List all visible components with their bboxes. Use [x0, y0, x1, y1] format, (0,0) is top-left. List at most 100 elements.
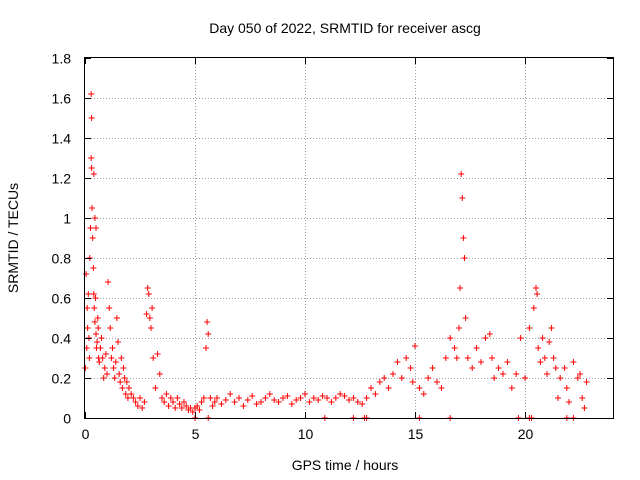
y-tick-label: 1.4 — [52, 131, 72, 147]
data-point — [120, 365, 127, 371]
data-point — [461, 255, 468, 261]
data-point — [561, 365, 568, 371]
data-point — [172, 405, 179, 411]
data-point — [94, 339, 101, 345]
data-point — [102, 351, 109, 357]
data-point — [137, 395, 143, 401]
data-point — [205, 331, 212, 337]
data-point — [350, 395, 357, 401]
data-point — [82, 365, 89, 371]
plot-frame — [84, 57, 614, 419]
data-point — [84, 305, 91, 311]
data-point — [141, 399, 148, 405]
data-point — [90, 291, 97, 297]
data-point — [88, 91, 95, 97]
data-point — [513, 371, 520, 377]
data-point — [104, 371, 110, 377]
data-point — [288, 401, 295, 407]
data-point — [174, 395, 181, 401]
data-point — [541, 355, 548, 361]
data-point — [258, 399, 264, 405]
data-point — [315, 397, 322, 403]
data-point — [93, 225, 99, 231]
data-point — [106, 305, 113, 311]
data-point — [534, 291, 541, 297]
y-tick-label: 0 — [63, 411, 71, 427]
data-point — [324, 395, 330, 401]
data-point — [209, 403, 216, 409]
data-point — [115, 339, 121, 345]
data-point — [526, 325, 533, 331]
y-tick-label: 1.8 — [52, 51, 72, 67]
data-point — [425, 375, 432, 381]
data-point — [159, 395, 165, 401]
data-point — [280, 395, 286, 401]
data-point — [438, 385, 445, 391]
data-point — [163, 391, 170, 397]
data-point — [117, 379, 124, 385]
data-point — [577, 371, 583, 377]
data-point — [152, 385, 159, 391]
data-point — [165, 403, 172, 409]
axis-ticks: 0 0.2 0.4 0.6 0.8 1 1.2 1.4 1.6 1.8 0 5 10 15 20 — [52, 51, 613, 442]
data-point — [144, 285, 151, 291]
y-tick-label: 0.4 — [52, 331, 72, 347]
data-point — [105, 279, 112, 285]
data-point — [244, 397, 251, 403]
data-point — [150, 355, 157, 361]
data-point — [407, 365, 414, 371]
data-point — [464, 355, 471, 361]
data-point — [306, 399, 313, 405]
chart-title: Day 050 of 2022, SRMTID for receiver asc… — [209, 20, 481, 36]
data-point — [170, 399, 176, 405]
data-points — [82, 91, 590, 421]
y-tick-label: 1 — [63, 211, 71, 227]
data-point — [359, 401, 366, 407]
data-point — [86, 355, 93, 361]
data-point — [222, 397, 229, 403]
data-point — [95, 325, 102, 331]
data-point — [332, 395, 339, 401]
data-point — [134, 403, 141, 409]
data-point — [181, 399, 187, 405]
data-point — [491, 375, 498, 381]
data-point — [156, 371, 163, 377]
data-point — [557, 375, 564, 381]
data-point — [297, 395, 304, 401]
data-point — [93, 331, 99, 337]
data-point — [495, 365, 502, 371]
data-point — [119, 385, 126, 391]
data-point — [84, 325, 91, 331]
data-point — [139, 405, 146, 411]
data-point — [310, 395, 317, 401]
data-point — [442, 355, 449, 361]
data-point — [112, 359, 119, 365]
data-point — [253, 401, 260, 407]
data-point — [544, 371, 550, 377]
data-point — [161, 399, 168, 405]
data-point — [97, 345, 104, 351]
data-point — [109, 345, 116, 351]
data-point — [85, 291, 92, 297]
data-point — [451, 345, 458, 351]
data-point — [548, 325, 555, 331]
data-point — [275, 399, 282, 405]
data-point — [240, 403, 247, 409]
data-point — [302, 391, 308, 397]
x-tick-label: 10 — [298, 426, 314, 442]
data-point — [89, 205, 96, 211]
data-point — [196, 407, 203, 413]
data-point — [124, 395, 131, 401]
y-tick-label: 0.6 — [52, 291, 72, 307]
data-point — [456, 325, 462, 331]
data-point — [486, 331, 493, 337]
data-point — [143, 311, 150, 317]
data-point — [434, 379, 440, 385]
data-point — [218, 401, 225, 407]
data-point — [504, 359, 511, 365]
data-point — [111, 375, 118, 381]
x-tick-label: 0 — [82, 426, 90, 442]
data-point — [552, 365, 559, 371]
data-point — [376, 379, 383, 385]
data-point — [535, 345, 542, 351]
